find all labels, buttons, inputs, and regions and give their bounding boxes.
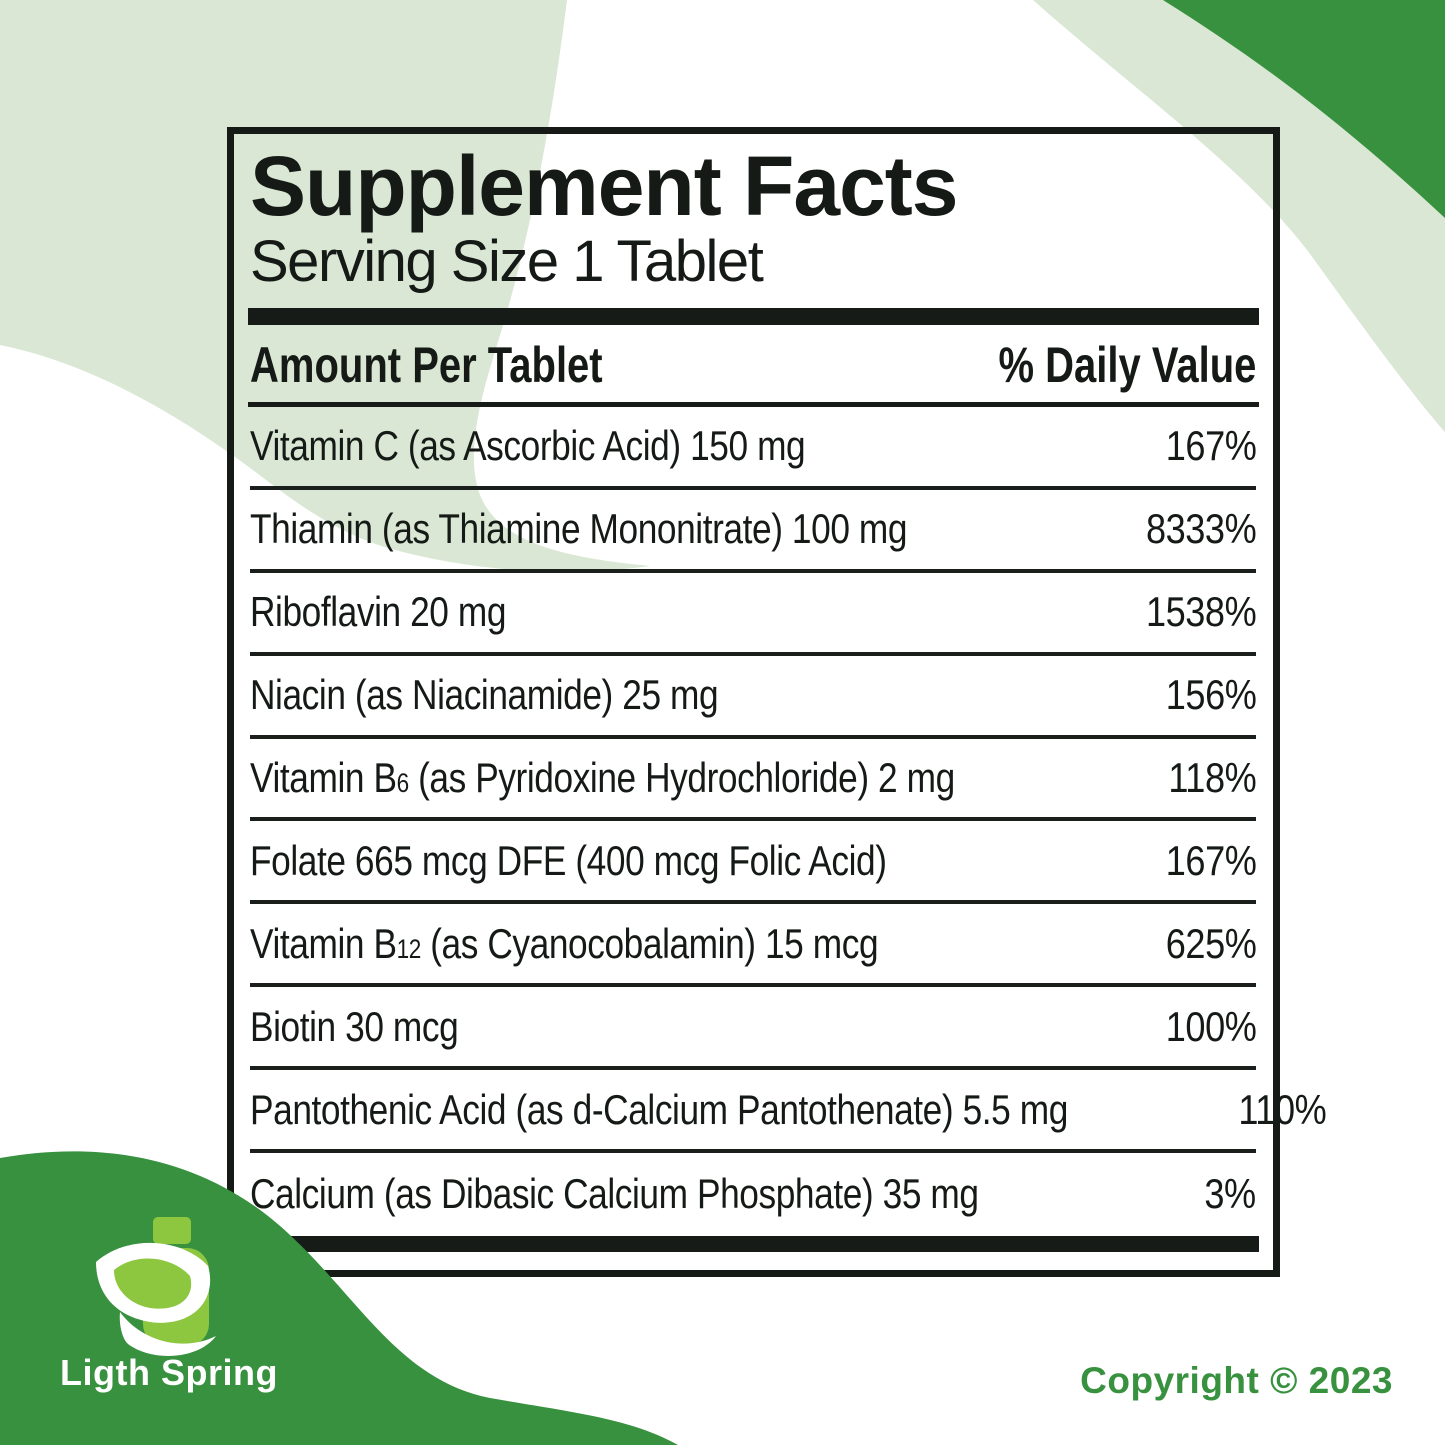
nutrient-row: Vitamin C (as Ascorbic Acid) 150 mg 167%	[250, 407, 1256, 490]
nutrient-name-part: (as Pyridoxine Hydrochloride) 2 mg	[408, 754, 955, 801]
nutrient-name: Calcium (as Dibasic Calcium Phosphate) 3…	[250, 1170, 979, 1218]
nutrient-daily-value: 625%	[1165, 919, 1256, 967]
nutrient-row: Vitamin B12 (as Cyanocobalamin) 15 mcg 62…	[250, 904, 1256, 988]
nutrient-name: Biotin 30 mcg	[250, 1002, 459, 1051]
nutrient-daily-value: 8333%	[1145, 505, 1257, 553]
nutrient-daily-value: 167%	[1165, 836, 1256, 884]
column-header-daily-value: % Daily Value	[998, 337, 1256, 393]
bottle-cap-icon	[153, 1217, 191, 1244]
nutrient-name: Vitamin B12 (as Cyanocobalamin) 15 mcg	[250, 919, 879, 968]
nutrient-row: Vitamin B6 (as Pyridoxine Hydrochloride)…	[250, 739, 1256, 822]
copyright-text: Copyright © 2023	[1080, 1360, 1393, 1401]
nutrient-name: Vitamin C (as Ascorbic Acid) 150 mg	[250, 422, 806, 470]
nutrient-name: Pantothenic Acid (as d-Calcium Pantothen…	[250, 1086, 1068, 1134]
nutrient-name-part: (as Cyanocobalamin) 15 mcg	[420, 919, 879, 967]
thick-divider-top	[248, 308, 1259, 325]
panel-title: Supplement Facts	[250, 139, 958, 233]
nutrient-daily-value: 118%	[1168, 754, 1256, 801]
nutrient-row: Folate 665 mcg DFE (400 mcg Folic Acid) 1…	[250, 821, 1256, 905]
nutrient-name: Niacin (as Niacinamide) 25 mg	[250, 671, 719, 719]
dark-corner-top-right	[1163, 0, 1445, 218]
nutrient-name-subscript: 6	[396, 768, 410, 798]
header-divider	[248, 402, 1259, 407]
nutrient-name-part: Niacin (as Niacinamide) 25 mg	[250, 671, 719, 719]
dark-blob-bottom-left	[0, 1151, 678, 1445]
nutrient-table: Vitamin C (as Ascorbic Acid) 150 mg 167% T…	[250, 407, 1326, 1236]
nutrient-name: Folate 665 mcg DFE (400 mcg Folic Acid)	[250, 837, 887, 885]
nutrient-daily-value: 3%	[1204, 1170, 1257, 1218]
nutrient-name-subscript: 12	[396, 933, 422, 964]
pale-blob-top-left	[0, 0, 650, 572]
nutrient-row: Pantothenic Acid (as d-Calcium Pantothen…	[250, 1070, 1326, 1154]
table-header-row: Amount Per Tablet % Daily Value	[250, 330, 1256, 400]
nutrient-name-part: Riboflavin 20 mg	[250, 588, 507, 636]
nutrient-row: Thiamin (as Thiamine Mononitrate) 100 mg…	[250, 490, 1256, 573]
nutrient-name: Vitamin B6 (as Pyridoxine Hydrochloride)…	[250, 754, 955, 802]
serving-size-text: Serving Size 1 Tablet	[250, 229, 764, 294]
nutrient-name-part: Folate 665 mcg DFE (400 mcg Folic Acid)	[250, 836, 887, 884]
nutrient-name: Riboflavin 20 mg	[250, 588, 506, 636]
brand-logo	[96, 1217, 216, 1356]
nutrient-row: Niacin (as Niacinamide) 25 mg 156%	[250, 656, 1256, 739]
nutrient-name-part: Vitamin B	[250, 754, 397, 801]
thick-divider-bottom	[248, 1236, 1259, 1252]
nutrient-row: Riboflavin 20 mg 1538%	[250, 573, 1256, 656]
nutrient-name-part: Vitamin C (as Ascorbic Acid) 150 mg	[250, 422, 806, 470]
nutrient-row: Calcium (as Dibasic Calcium Phosphate) 3…	[250, 1153, 1256, 1236]
brand-name: Ligth Spring	[60, 1352, 278, 1393]
leaf-crescent-icon	[119, 1312, 216, 1356]
nutrient-daily-value: 156%	[1165, 671, 1256, 719]
nutrient-row: Biotin 30 mcg 100%	[250, 987, 1256, 1071]
nutrient-name-part: Thiamin (as Thiamine Mononitrate) 100 mg	[250, 505, 908, 553]
nutrient-daily-value: 167%	[1165, 422, 1256, 470]
nutrient-daily-value: 1538%	[1145, 588, 1257, 636]
nutrient-name-part: Pantothenic Acid (as d-Calcium Pantothen…	[250, 1085, 1068, 1133]
nutrient-name: Thiamin (as Thiamine Mononitrate) 100 mg	[250, 505, 908, 553]
leaf-inner-icon	[114, 1258, 192, 1309]
supplement-facts-panel: Supplement Facts Serving Size 1 Tablet A…	[227, 127, 1326, 1277]
nutrient-name-part: Calcium (as Dibasic Calcium Phosphate) 3…	[250, 1170, 979, 1218]
nutrient-name-part: Vitamin B	[250, 919, 397, 967]
nutrient-name-part: Biotin 30 mcg	[250, 1002, 459, 1050]
nutrient-daily-value: 100%	[1165, 1002, 1256, 1050]
nutrient-daily-value: 110%	[1238, 1085, 1327, 1133]
column-header-amount: Amount Per Tablet	[250, 337, 603, 393]
